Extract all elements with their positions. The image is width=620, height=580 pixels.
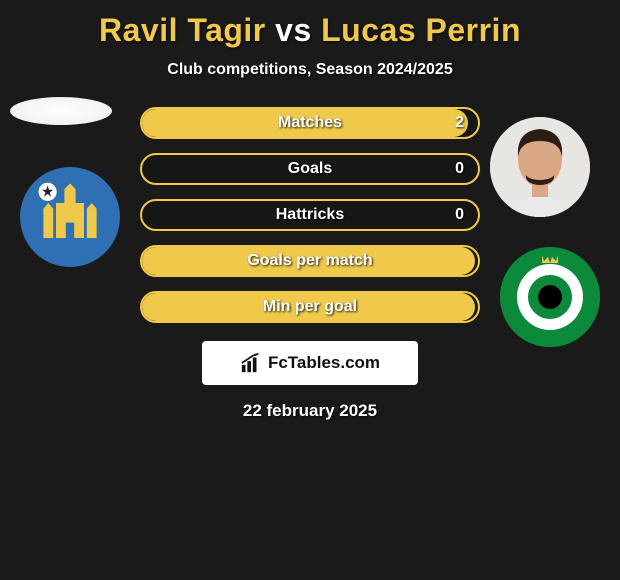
player-portrait-icon (490, 117, 590, 217)
stat-bar-label: Goals per match (142, 247, 478, 275)
player2-club-logo (500, 247, 600, 347)
club-crest-icon (35, 182, 105, 252)
brand-badge: FcTables.com (202, 341, 418, 385)
stat-bar-goals-per-match: Goals per match (140, 245, 480, 277)
bar-chart-icon (240, 352, 262, 374)
stat-bar-min-per-goal: Min per goal (140, 291, 480, 323)
club-badge-icon (500, 247, 600, 347)
stat-bar-goals: Goals 0 (140, 153, 480, 185)
content-area: Matches 2 Goals 0 Hattricks 0 Goals per … (0, 107, 620, 421)
stat-bar-label: Min per goal (142, 293, 478, 321)
stat-bar-hattricks: Hattricks 0 (140, 199, 480, 231)
page-title: Ravil Tagir vs Lucas Perrin (0, 0, 620, 49)
stat-bar-matches: Matches 2 (140, 107, 480, 139)
stat-bar-value: 0 (455, 155, 464, 183)
stat-bar-value: 2 (455, 109, 464, 137)
player1-club-logo (20, 167, 120, 267)
title-player2: Lucas Perrin (321, 12, 521, 48)
date-text: 22 february 2025 (0, 401, 620, 421)
stat-bar-label: Matches (142, 109, 478, 137)
title-player1: Ravil Tagir (99, 12, 266, 48)
stat-bar-value: 0 (455, 201, 464, 229)
player2-avatar (490, 117, 590, 217)
stat-bar-label: Goals (142, 155, 478, 183)
stat-bars: Matches 2 Goals 0 Hattricks 0 Goals per … (140, 107, 480, 323)
title-vs: vs (275, 12, 312, 48)
stat-bar-label: Hattricks (142, 201, 478, 229)
player1-avatar (10, 97, 112, 125)
subtitle: Club competitions, Season 2024/2025 (0, 61, 620, 79)
brand-text: FcTables.com (268, 353, 380, 373)
